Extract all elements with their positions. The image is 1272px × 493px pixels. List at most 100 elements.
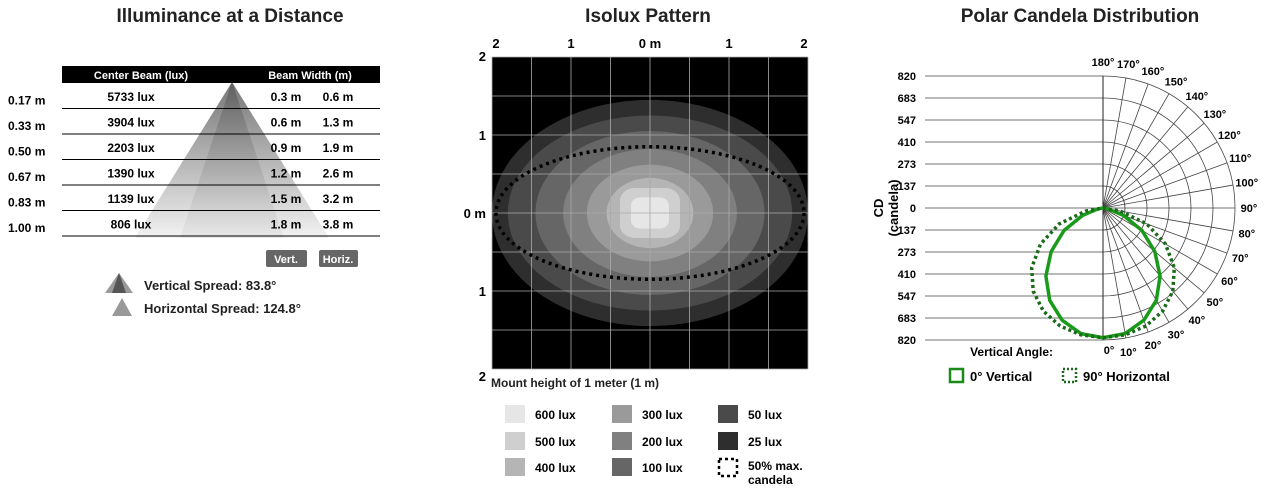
vert-width-value: 0.9 m	[271, 141, 302, 155]
legend-label: 100 lux	[642, 461, 683, 475]
legend-horizontal-swatch	[1061, 367, 1078, 384]
horiz-width-value: 3.2 m	[323, 192, 354, 206]
horiz-width-value: 2.6 m	[323, 167, 354, 181]
polar-angle-label: 130°	[1203, 109, 1226, 121]
vert-width-value: 1.2 m	[271, 167, 302, 181]
x-tick-label: 1	[725, 36, 732, 51]
polar-angle-label: 0°	[1104, 345, 1115, 357]
half-max-candela-contour	[494, 144, 806, 282]
legend-swatch	[612, 432, 632, 450]
polar-r-tick: 0	[910, 203, 916, 215]
polar-r-tick: 273	[898, 247, 916, 259]
vert-width-value: 0.6 m	[271, 116, 302, 130]
polar-ylabel-candela: (candela)	[886, 179, 901, 236]
polar-angle-label: 120°	[1218, 130, 1241, 142]
polar-angle-label: 100°	[1235, 178, 1258, 190]
y-tick-label: 1	[479, 128, 486, 143]
illuminance-title: Illuminance at a Distance	[116, 6, 344, 27]
legend-label-dotted-line1: 50% max.	[748, 459, 803, 473]
polar-radial	[1102, 106, 1189, 209]
polar-r-tick: 547	[898, 291, 916, 303]
legend-label: 500 lux	[535, 435, 576, 449]
distance-label: 0.67 m	[8, 170, 45, 184]
polar-angle-label: 10°	[1120, 347, 1137, 359]
legend-vertical-label: 0° Vertical	[970, 369, 1032, 384]
polar-angle-label: 160°	[1142, 66, 1165, 78]
legend-label: 50 lux	[748, 408, 782, 422]
polar-radial	[1102, 162, 1228, 209]
polar-chart: CD (candela) 820 683 547 410 273 137 0 137 273 41…	[871, 57, 1258, 384]
polar-angle-label: 140°	[1185, 91, 1208, 103]
polar-radial	[1102, 77, 1127, 209]
center-beam-value: 2203 lux	[107, 141, 155, 155]
horiz-width-value: 0.6 m	[323, 90, 354, 104]
legend-label: 25 lux	[748, 435, 782, 449]
polar-radial	[1102, 93, 1170, 209]
distance-label: 0.50 m	[8, 145, 45, 159]
polar-angle-label: 150°	[1165, 77, 1188, 89]
polar-radial	[1102, 207, 1189, 310]
vert-tag-label: Vert.	[274, 254, 298, 266]
table-header-bar	[62, 66, 380, 83]
header-center-beam: Center Beam (lux)	[94, 70, 188, 82]
polar-r-tick: 137	[898, 225, 916, 237]
polar-r-tick: 820	[898, 71, 916, 83]
vert-tag	[266, 250, 307, 267]
polar-r-tick: 820	[898, 335, 916, 347]
center-beam-value: 5733 lux	[107, 90, 155, 104]
polar-angle-label: 30°	[1168, 329, 1185, 341]
polar-r-tick: 137	[898, 181, 916, 193]
polar-angle-label: 180°	[1092, 57, 1115, 69]
illuminance-table: Center Beam (lux) Beam Width (m) 0.17 m 5…	[8, 66, 380, 316]
polar-angle-label: 70°	[1232, 253, 1249, 265]
polar-angle-label: 40°	[1189, 315, 1206, 327]
center-beam-value: 1390 lux	[107, 167, 155, 181]
polar-r-tick: 273	[898, 159, 916, 171]
polar-r-tick: 410	[898, 137, 916, 149]
polar-radial	[1102, 141, 1218, 209]
vert-width-value: 0.3 m	[271, 90, 302, 104]
x-tick-label: 1	[567, 36, 574, 51]
polar-angle-label: 170°	[1117, 59, 1140, 71]
legend-horizontal-label: 90° Horizontal	[1083, 369, 1170, 384]
header-beam-width: Beam Width (m)	[268, 70, 352, 82]
y-tick-label: 2	[479, 369, 486, 384]
x-tick-label: 0 m	[639, 36, 661, 51]
center-beam-value: 1139 lux	[108, 192, 155, 206]
center-beam-value: 806 lux	[111, 218, 152, 232]
vertical-spread-label: Vertical Spread: 83.8°	[144, 278, 276, 293]
polar-radial	[1102, 184, 1234, 209]
mount-height-note: Mount height of 1 meter (1 m)	[491, 376, 659, 390]
y-tick-label: 1	[479, 284, 486, 299]
horiz-width-value: 1.3 m	[323, 116, 354, 130]
horiz-tag-label: Horiz.	[323, 254, 354, 266]
polar-angle-label: 20°	[1145, 340, 1162, 352]
polar-angle-label: 90°	[1241, 203, 1258, 215]
polar-radial	[1102, 122, 1205, 209]
polar-angle-label: 60°	[1221, 276, 1238, 288]
polar-angle-label: 110°	[1229, 153, 1251, 165]
vert-width-value: 1.5 m	[271, 192, 302, 206]
legend-label: 400 lux	[535, 461, 576, 475]
distance-label: 1.00 m	[8, 221, 45, 235]
legend-label: 600 lux	[535, 408, 576, 422]
polar-r-tick: 683	[898, 313, 916, 325]
polar-title: Polar Candela Distribution	[960, 6, 1200, 27]
distance-label: 0.33 m	[8, 119, 45, 133]
legend-swatch	[505, 405, 525, 423]
y-tick-label: 0 m	[464, 206, 486, 221]
horiz-tag	[319, 250, 358, 267]
x-tick-label: 2	[800, 36, 807, 51]
polar-angle-label: 80°	[1238, 228, 1255, 240]
polar-r-tick: 547	[898, 115, 916, 127]
polar-ylabel-cd: CD	[871, 199, 886, 218]
distance-label: 0.17 m	[8, 94, 45, 108]
polar-series-horizontal	[1029, 206, 1177, 340]
legend-swatch-dotted	[717, 457, 739, 478]
horiz-width-value: 1.9 m	[323, 141, 354, 155]
legend-swatch	[612, 458, 632, 476]
polar-r-tick: 683	[898, 93, 916, 105]
legend-swatch	[505, 432, 525, 450]
horizontal-spread-icon	[112, 298, 132, 316]
